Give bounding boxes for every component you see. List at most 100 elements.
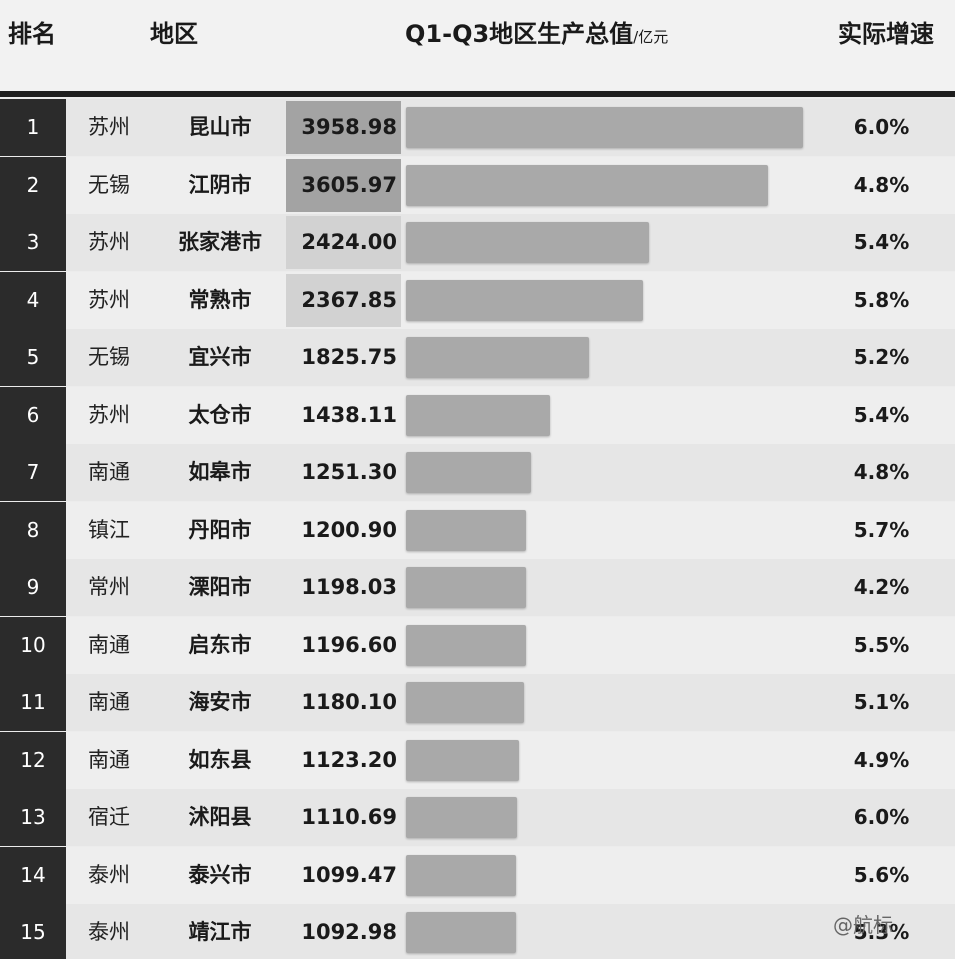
city-cell: 常州 <box>88 575 130 599</box>
growth-cell: 4.8% <box>853 172 910 197</box>
header-gdp-title: Q1-Q3地区生产总值 <box>405 20 634 48</box>
growth-cell: 6.0% <box>853 115 910 139</box>
bar <box>406 567 526 608</box>
table-row: 5 无锡 宜兴市 1825.75 5.2% <box>0 329 955 386</box>
region-cell: 如皋市 <box>188 460 252 484</box>
table-row: 7 南通 如皋市 1251.30 4.8% <box>0 444 955 501</box>
value-label: 1180.10 <box>301 690 397 714</box>
rank-cell: 3 <box>0 214 66 271</box>
value-highlight <box>286 101 401 154</box>
rank-cell: 12 <box>0 731 66 789</box>
rank-cell: 15 <box>0 904 66 959</box>
city-cell: 泰州 <box>88 920 130 944</box>
table-row: 11 南通 海安市 1180.10 5.1% <box>0 674 955 731</box>
bar <box>406 337 589 378</box>
value-label: 1825.75 <box>301 345 397 369</box>
header-rank: 排名 <box>8 20 56 48</box>
table-row: 14 泰州 泰兴市 1099.47 5.6% <box>0 846 955 904</box>
table-row: 2 无锡 江阴市 3605.97 4.8% <box>0 156 955 214</box>
growth-cell: 6.0% <box>853 805 910 829</box>
value-label: 2367.85 <box>301 287 397 312</box>
city-cell: 无锡 <box>88 345 130 369</box>
rank-cell: 7 <box>0 444 66 501</box>
table-header: 排名 地区 Q1-Q3地区生产总值/亿元 实际增速 <box>0 0 955 91</box>
rank-cell: 5 <box>0 329 66 386</box>
region-cell: 张家港市 <box>178 230 262 254</box>
city-cell: 苏州 <box>88 115 130 139</box>
city-cell: 无锡 <box>88 172 130 197</box>
city-cell: 南通 <box>88 632 130 657</box>
region-cell: 靖江市 <box>188 920 252 944</box>
value-label: 1123.20 <box>301 747 397 772</box>
region-cell: 昆山市 <box>188 115 252 139</box>
region-cell: 丹阳市 <box>188 517 252 542</box>
value-label: 1196.60 <box>301 632 397 657</box>
city-cell: 南通 <box>88 460 130 484</box>
bar <box>406 797 517 838</box>
growth-cell: 5.7% <box>853 517 910 542</box>
bar <box>406 452 531 493</box>
watermark: @航标 <box>833 913 893 937</box>
growth-cell: 4.2% <box>853 575 910 599</box>
rank-cell: 9 <box>0 559 66 616</box>
rank-cell: 4 <box>0 271 66 329</box>
table-row: 6 苏州 太仓市 1438.11 5.4% <box>0 386 955 444</box>
region-cell: 如东县 <box>188 747 252 772</box>
rank-cell: 10 <box>0 616 66 674</box>
rank-cell: 13 <box>0 789 66 846</box>
region-cell: 常熟市 <box>188 287 252 312</box>
bar <box>406 912 516 953</box>
bar <box>406 509 526 551</box>
bar <box>406 222 649 263</box>
growth-cell: 5.3% <box>853 920 910 944</box>
region-cell: 启东市 <box>188 632 252 657</box>
city-cell: 苏州 <box>88 402 130 427</box>
region-cell: 溧阳市 <box>188 575 252 599</box>
growth-cell: 5.2% <box>853 345 910 369</box>
table-row: 3 苏州 张家港市 2424.00 5.4% <box>0 214 955 271</box>
region-cell: 太仓市 <box>188 402 252 427</box>
value-label: 1198.03 <box>301 575 397 599</box>
region-cell: 泰兴市 <box>188 862 252 887</box>
value-label: 1251.30 <box>301 460 397 484</box>
bar <box>406 682 524 723</box>
rank-cell: 6 <box>0 386 66 444</box>
bar <box>406 854 516 896</box>
rank-cell: 1 <box>0 99 66 156</box>
city-cell: 南通 <box>88 747 130 772</box>
growth-cell: 5.4% <box>853 230 910 254</box>
value-label: 1200.90 <box>301 517 397 542</box>
table-row: 4 苏州 常熟市 2367.85 5.8% <box>0 271 955 329</box>
bar <box>406 164 768 206</box>
growth-cell: 5.6% <box>853 862 910 887</box>
value-label: 1099.47 <box>301 862 397 887</box>
table-row: 13 宿迁 沭阳县 1110.69 6.0% <box>0 789 955 846</box>
region-cell: 沭阳县 <box>188 805 252 829</box>
bar <box>406 107 803 148</box>
table-row: 15 泰州 靖江市 1092.98 5.3% <box>0 904 955 959</box>
growth-cell: 4.9% <box>853 747 910 772</box>
growth-cell: 4.8% <box>853 460 910 484</box>
region-cell: 海安市 <box>188 690 252 714</box>
rank-cell: 11 <box>0 674 66 731</box>
growth-cell: 5.8% <box>853 287 910 312</box>
rank-cell: 2 <box>0 156 66 214</box>
region-cell: 宜兴市 <box>188 345 252 369</box>
table-row: 8 镇江 丹阳市 1200.90 5.7% <box>0 501 955 559</box>
rank-cell: 14 <box>0 846 66 904</box>
table-row: 12 南通 如东县 1123.20 4.9% <box>0 731 955 789</box>
city-cell: 苏州 <box>88 287 130 312</box>
city-cell: 镇江 <box>88 517 130 542</box>
value-highlight <box>286 273 401 327</box>
value-label: 1110.69 <box>301 805 397 829</box>
city-cell: 苏州 <box>88 230 130 254</box>
value-label: 1438.11 <box>301 402 397 427</box>
table-row: 10 南通 启东市 1196.60 5.5% <box>0 616 955 674</box>
region-cell: 江阴市 <box>188 172 252 197</box>
city-cell: 泰州 <box>88 862 130 887</box>
city-cell: 南通 <box>88 690 130 714</box>
header-divider <box>0 91 955 97</box>
bar <box>406 279 643 321</box>
value-label: 3605.97 <box>301 172 397 197</box>
value-label: 1092.98 <box>301 920 397 944</box>
